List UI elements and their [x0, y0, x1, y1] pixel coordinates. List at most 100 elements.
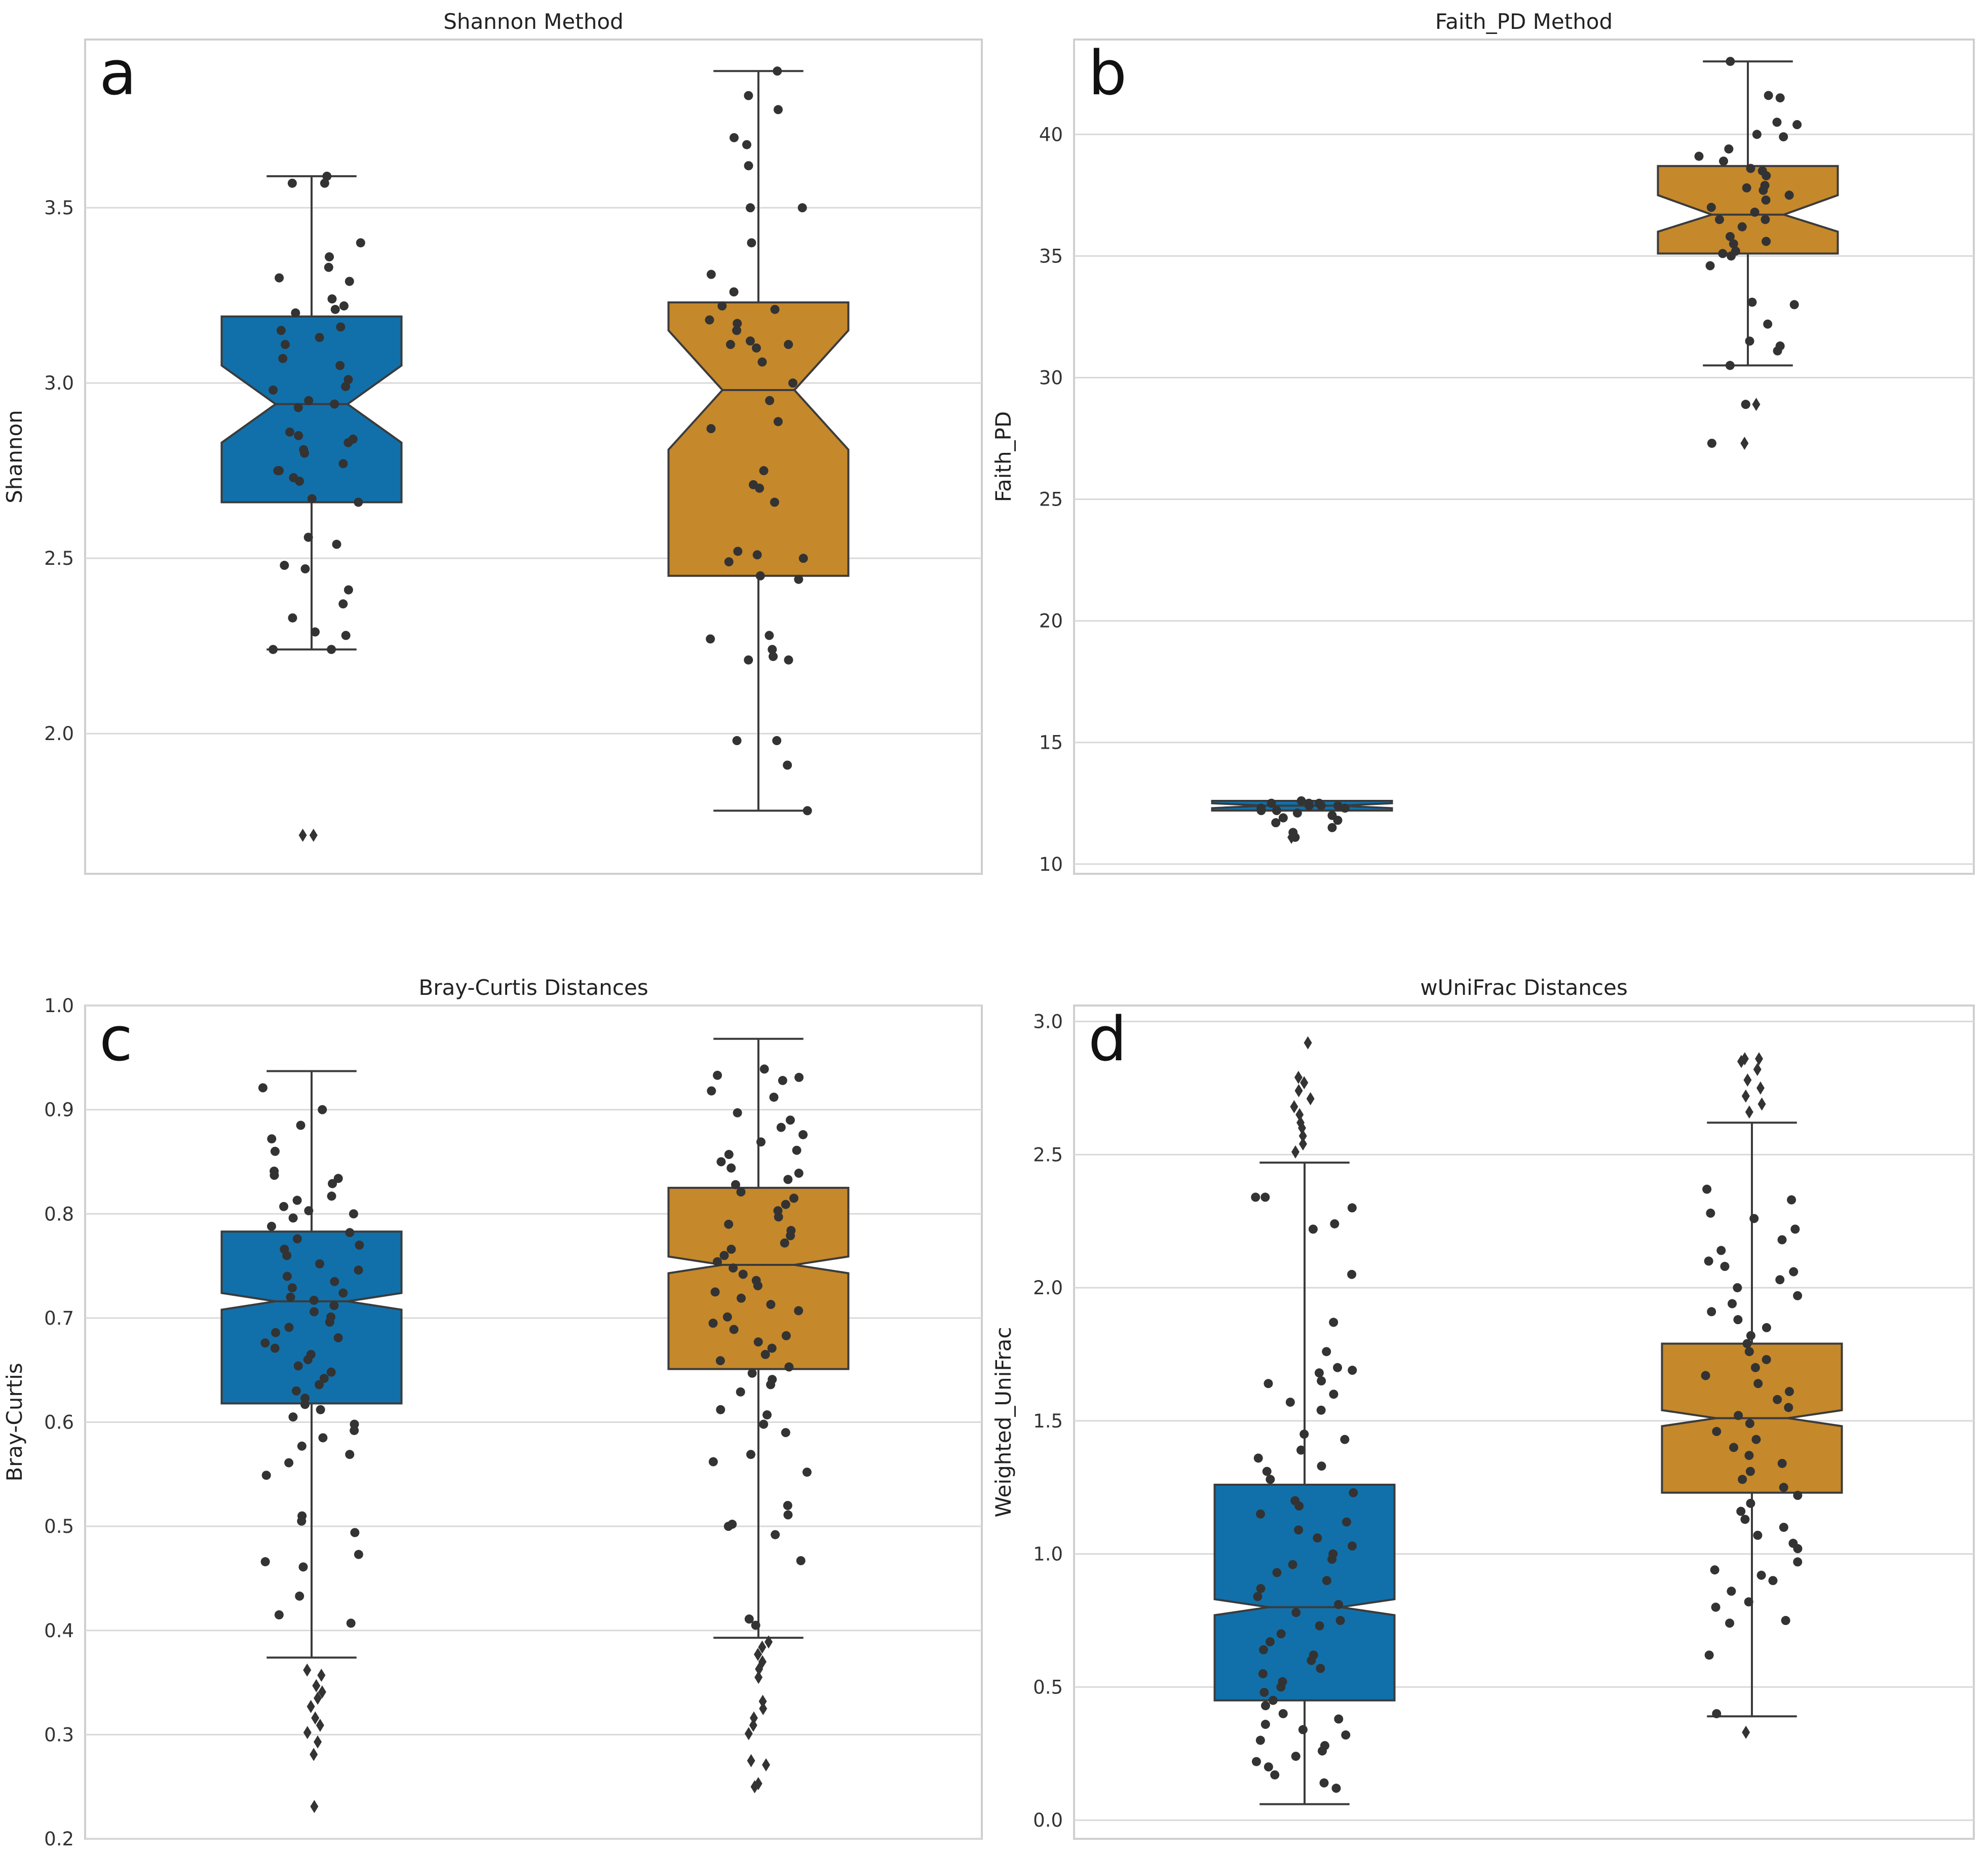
data-point: [736, 1187, 746, 1197]
data-point: [1258, 1669, 1268, 1679]
data-point: [1694, 151, 1704, 161]
plot-area: [1073, 1005, 1975, 1840]
data-point: [1251, 1192, 1260, 1202]
data-point: [307, 494, 317, 504]
data-point: [725, 340, 735, 350]
data-point: [1768, 1576, 1778, 1586]
outlier-point: [1306, 1092, 1315, 1105]
data-point: [751, 343, 761, 353]
data-point: [318, 1105, 327, 1114]
data-point: [1744, 1451, 1754, 1460]
data-point: [1762, 1323, 1771, 1332]
y-tick-label: 2.5: [1033, 1144, 1063, 1166]
data-point: [327, 1191, 336, 1201]
outlier-point: [318, 1685, 326, 1699]
data-point: [275, 273, 284, 283]
data-point: [318, 1433, 328, 1443]
y-tick-label: 0.0: [1033, 1809, 1063, 1831]
outlier-point: [749, 1718, 757, 1732]
data-point: [1294, 1501, 1304, 1511]
data-point: [1762, 237, 1771, 246]
data-point: [1762, 1355, 1771, 1364]
data-point: [1341, 1730, 1351, 1740]
data-point: [746, 1450, 755, 1459]
data-point: [731, 1180, 740, 1189]
data-points: [258, 1083, 364, 1628]
y-tick-label: 0.4: [44, 1620, 74, 1642]
data-point: [1716, 1246, 1726, 1255]
data-point: [329, 1301, 339, 1310]
data-point: [707, 1086, 716, 1096]
data-point: [738, 1269, 748, 1279]
data-point: [350, 1425, 359, 1435]
data-point: [1784, 190, 1794, 200]
chart-title: Shannon Method: [443, 9, 623, 34]
data-point: [1749, 1214, 1759, 1223]
data-point: [356, 238, 365, 248]
data-point: [781, 1331, 791, 1340]
data-point: [1745, 1419, 1754, 1428]
data-point: [355, 1240, 364, 1250]
data-point: [1714, 215, 1724, 224]
data-point: [333, 1333, 343, 1342]
data-point: [1296, 1445, 1306, 1455]
y-tick-label: 40: [1039, 124, 1063, 145]
data-point: [1316, 1405, 1326, 1415]
data-point: [1259, 1687, 1269, 1697]
y-tick-label: 2.0: [1033, 1277, 1063, 1299]
data-point: [756, 1137, 766, 1147]
data-point: [1789, 300, 1799, 310]
y-tick-label: 0.3: [44, 1724, 74, 1746]
data-point: [719, 1251, 729, 1260]
data-point: [330, 1277, 339, 1286]
data-point: [1256, 1583, 1266, 1593]
data-point: [341, 382, 351, 392]
outlier-point: [1300, 1076, 1309, 1090]
data-point: [705, 315, 714, 325]
data-point: [1729, 1443, 1739, 1452]
data-points: [707, 1064, 812, 1630]
data-point: [291, 1386, 301, 1396]
data-point: [1793, 1291, 1803, 1300]
data-point: [1793, 1544, 1803, 1554]
y-tick-label: 0.6: [44, 1412, 74, 1434]
data-point: [1750, 207, 1760, 217]
data-point: [1317, 1376, 1326, 1386]
data-point: [292, 1195, 302, 1205]
data-point: [1761, 215, 1770, 224]
y-tick-label: 3.5: [44, 197, 74, 219]
data-points: [1694, 57, 1802, 448]
panel-d: 0.0 0.5 1.0 1.5 2.0 2.5 3.0 wUniFrac Distances W…: [991, 975, 1975, 1840]
data-point: [784, 1362, 794, 1372]
outlier-point: [750, 1780, 759, 1794]
data-point: [1333, 801, 1343, 810]
data-point: [296, 1121, 305, 1130]
data-point: [284, 1458, 294, 1467]
data-point: [1255, 1735, 1265, 1745]
data-point: [350, 1528, 360, 1537]
outlier-point: [1753, 1063, 1762, 1076]
data-point: [1751, 1435, 1761, 1444]
box: [667, 301, 850, 577]
data-point: [1772, 118, 1782, 127]
data-point: [1725, 1618, 1735, 1628]
data-point: [770, 304, 780, 314]
data-points: [1701, 1184, 1803, 1718]
data-point: [322, 171, 332, 181]
data-point: [715, 1356, 725, 1366]
data-point: [1738, 1475, 1747, 1484]
data-point: [276, 326, 286, 335]
data-point: [716, 1405, 725, 1414]
data-point: [724, 1150, 734, 1160]
data-point: [1347, 1203, 1357, 1213]
series-2: [667, 1037, 850, 1794]
data-point: [1740, 1515, 1750, 1524]
data-point: [293, 1361, 303, 1371]
data-point: [1291, 1608, 1301, 1617]
data-point: [1744, 1347, 1754, 1357]
data-point: [742, 140, 752, 149]
data-point: [1734, 1411, 1743, 1420]
y-tick-label: 0.9: [44, 1099, 74, 1121]
data-point: [762, 1410, 772, 1420]
outlier-point: [310, 1800, 319, 1813]
